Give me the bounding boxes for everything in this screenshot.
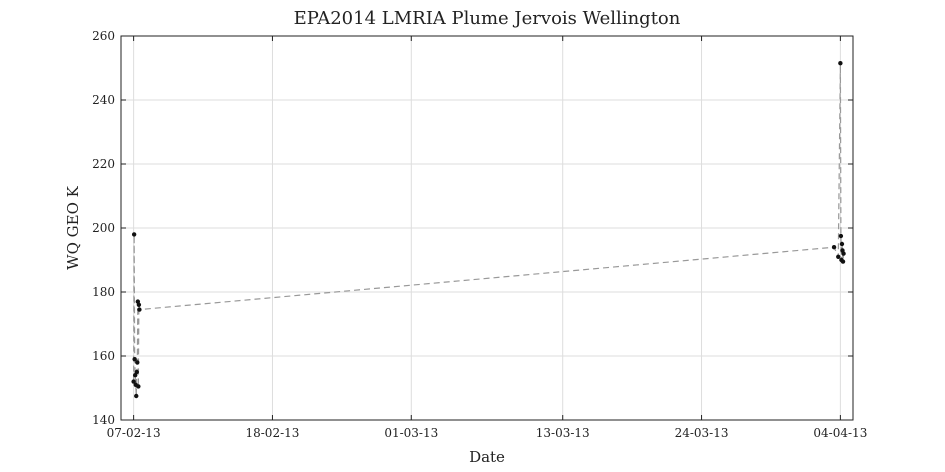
series-layer — [131, 61, 846, 399]
x-tick-label: 01-03-13 — [384, 426, 438, 440]
x-tick-label: 07-02-13 — [107, 426, 161, 440]
y-tick-label: 160 — [92, 349, 115, 363]
x-tick-label: 13-03-13 — [536, 426, 590, 440]
y-axis-label: WQ GEO K — [64, 185, 82, 269]
x-tick-label: 18-02-13 — [245, 426, 299, 440]
x-tick-label: 04-04-13 — [813, 426, 867, 440]
data-point — [134, 369, 139, 375]
grid — [121, 35, 853, 421]
data-point — [838, 61, 843, 66]
data-point — [137, 307, 142, 312]
data-point — [132, 357, 137, 362]
data-point — [134, 393, 139, 399]
x-tick-label: 24-03-13 — [675, 426, 729, 440]
data-point — [838, 233, 844, 239]
data-point — [136, 302, 142, 307]
y-tick-label: 180 — [92, 285, 115, 299]
y-tick-label: 260 — [92, 29, 115, 43]
y-tick-label: 220 — [92, 157, 115, 171]
y-tick-label: 200 — [92, 221, 115, 235]
data-point — [136, 384, 141, 389]
data-point — [841, 251, 846, 256]
series-line — [133, 63, 845, 397]
y-tick-label: 240 — [92, 93, 115, 107]
data-point — [839, 241, 845, 247]
y-tick-label: 140 — [92, 413, 115, 427]
data-point — [135, 360, 140, 365]
data-point — [131, 232, 137, 237]
data-point — [836, 254, 841, 259]
data-point — [840, 259, 846, 264]
chart-title: EPA2014 LMRIA Plume Jervois Wellington — [294, 8, 681, 29]
data-point — [831, 245, 837, 250]
x-axis-label: Date — [469, 448, 505, 466]
ticks: 140 160 180 200 220 240 260 07-02-13 18-02-13 01-… — [92, 29, 867, 440]
data-point — [131, 379, 136, 384]
